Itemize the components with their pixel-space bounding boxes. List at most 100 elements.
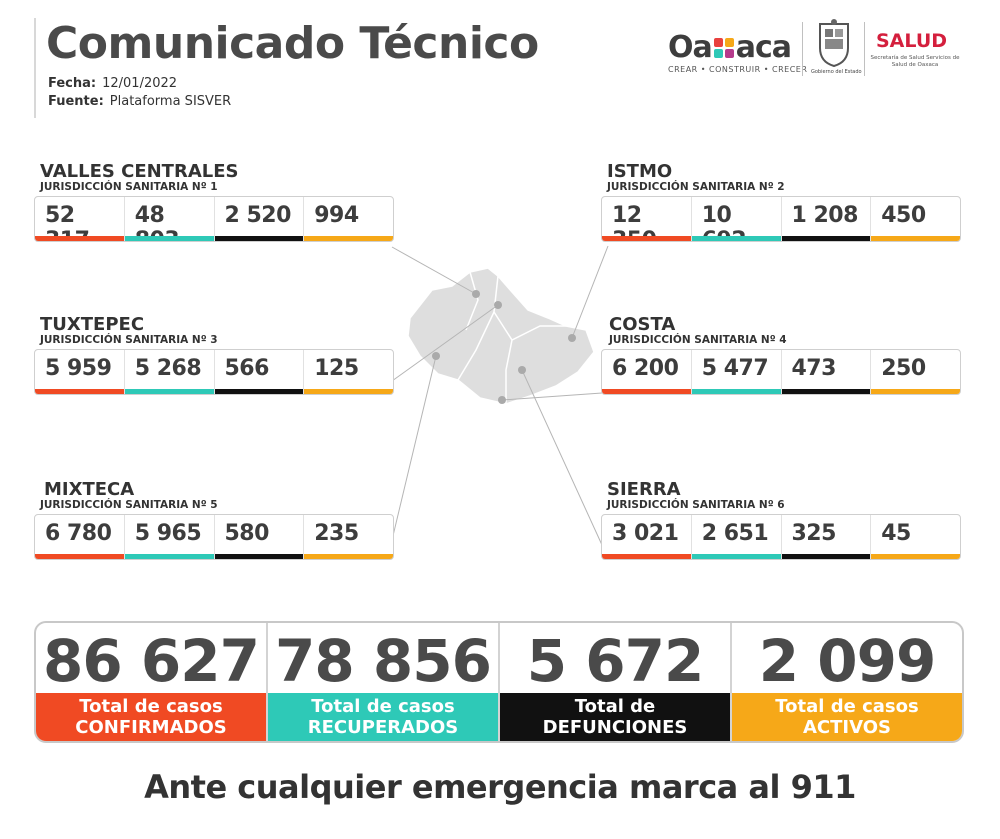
total-value: 2 099 xyxy=(758,627,937,695)
stat-value: 2 520 xyxy=(224,203,292,228)
logos-block: Oa aca CREAR • CONSTRUIR • CRECER Gobier… xyxy=(664,18,964,80)
stat-value: 6 200 xyxy=(612,356,679,381)
stat-activos: 235 xyxy=(304,515,393,559)
stat-activos: 45 xyxy=(871,515,960,559)
confirmados-bar xyxy=(602,389,691,394)
recuperados-bar xyxy=(124,389,214,394)
defunciones-bar xyxy=(214,389,304,394)
oaxaca-logo-right: aca xyxy=(735,30,792,65)
region-valles-centrales: VALLES CENTRALES JURISDICCIÓN SANITARIA … xyxy=(34,163,394,242)
region-jurisdiccion: JURISDICCIÓN SANITARIA Nº 6 xyxy=(607,499,785,511)
gobierno-caption: Gobierno del Estado xyxy=(811,69,862,75)
oaxaca-x-icon xyxy=(713,38,734,58)
confirmados-bar xyxy=(602,554,691,559)
activos-bar xyxy=(871,236,960,241)
stat-value: 994 xyxy=(314,203,359,228)
stat-value: 1 208 xyxy=(791,203,859,228)
stat-recuperados: 48 803 xyxy=(124,197,215,241)
totals-panel: 86 627 Total de casos CONFIRMADOS 78 856… xyxy=(34,621,964,743)
activos-bar xyxy=(871,389,960,394)
connector-lines xyxy=(391,245,609,546)
total-value: 86 627 xyxy=(43,627,260,695)
stat-defunciones: 566 xyxy=(214,350,305,394)
recuperados-bar xyxy=(124,554,214,559)
total-label: Total de casos RECUPERADOS xyxy=(268,693,498,741)
stat-value: 6 780 xyxy=(45,521,112,546)
stat-value: 580 xyxy=(224,521,270,546)
recuperados-bar xyxy=(691,236,781,241)
map-dots xyxy=(432,290,576,404)
stat-recuperados: 5 965 xyxy=(124,515,215,559)
region-sierra: SIERRA JURISDICCIÓN SANITARIA Nº 6 3 021… xyxy=(601,481,961,560)
total-label-line2: ACTIVOS xyxy=(803,717,891,738)
oaxaca-logo: Oa aca xyxy=(668,30,792,65)
defunciones-bar xyxy=(781,236,871,241)
total-label: Total de DEFUNCIONES xyxy=(500,693,730,741)
region-jurisdiccion: JURISDICCIÓN SANITARIA Nº 3 xyxy=(40,334,218,346)
total-label: Total de casos ACTIVOS xyxy=(732,693,962,741)
stat-activos: 994 xyxy=(304,197,393,241)
defunciones-bar xyxy=(781,554,871,559)
region-costa: COSTA JURISDICCIÓN SANITARIA Nº 4 6 200 … xyxy=(601,316,961,395)
stat-activos: 450 xyxy=(871,197,960,241)
recuperados-bar xyxy=(124,236,214,241)
region-tuxtepec: TUXTEPEC JURISDICCIÓN SANITARIA Nº 3 5 9… xyxy=(34,316,394,395)
stat-value: 250 xyxy=(881,356,926,381)
page-title: Comunicado Técnico xyxy=(46,18,539,69)
total-label-line1: Total de casos xyxy=(79,696,223,717)
confirmados-bar xyxy=(35,389,124,394)
total-recuperados: 78 856 Total de casos RECUPERADOS xyxy=(268,623,500,741)
region-name: SIERRA xyxy=(607,479,681,500)
fecha-label: Fecha: xyxy=(48,76,97,91)
stat-defunciones: 473 xyxy=(781,350,872,394)
total-label: Total de casos CONFIRMADOS xyxy=(36,693,266,741)
confirmados-bar xyxy=(602,236,691,241)
defunciones-bar xyxy=(214,554,304,559)
region-stats-row: 3 021 2 651 325 45 xyxy=(601,514,961,560)
stat-recuperados: 5 477 xyxy=(691,350,782,394)
defunciones-bar xyxy=(214,236,304,241)
region-jurisdiccion: JURISDICCIÓN SANITARIA Nº 1 xyxy=(40,181,218,193)
region-name: TUXTEPEC xyxy=(40,314,145,335)
logo-divider xyxy=(802,22,803,76)
salud-logo: SALUD xyxy=(876,30,948,52)
region-jurisdiccion: JURISDICCIÓN SANITARIA Nº 5 xyxy=(40,499,218,511)
stat-value: 5 959 xyxy=(45,356,112,381)
total-activos: 2 099 Total de casos ACTIVOS xyxy=(732,623,962,741)
total-value: 5 672 xyxy=(526,627,705,695)
total-label-line2: CONFIRMADOS xyxy=(75,717,227,738)
stat-value: 235 xyxy=(314,521,359,546)
stat-value: 5 268 xyxy=(134,356,202,381)
stat-value: 125 xyxy=(314,356,359,381)
total-label-line2: DEFUNCIONES xyxy=(542,717,688,738)
stat-value: 566 xyxy=(224,356,270,381)
stat-recuperados: 2 651 xyxy=(691,515,782,559)
region-stats-row: 52 317 48 803 2 520 994 xyxy=(34,196,394,242)
recuperados-bar xyxy=(691,554,781,559)
stat-defunciones: 1 208 xyxy=(781,197,872,241)
stat-defunciones: 580 xyxy=(214,515,305,559)
activos-bar xyxy=(304,389,393,394)
salud-subtitle: Secretaría de Salud Servicios de Salud d… xyxy=(870,55,960,68)
region-stats-row: 6 200 5 477 473 250 xyxy=(601,349,961,395)
defunciones-bar xyxy=(781,389,871,394)
region-mixteca: MIXTECA JURISDICCIÓN SANITARIA Nº 5 6 78… xyxy=(34,481,394,560)
region-jurisdiccion: JURISDICCIÓN SANITARIA Nº 4 xyxy=(609,334,787,346)
fuente-value: Plataforma SISVER xyxy=(109,94,232,109)
fuente-line: Fuente: Plataforma SISVER xyxy=(48,94,231,109)
header-accent-bar xyxy=(34,18,36,118)
region-name: MIXTECA xyxy=(44,479,135,500)
total-confirmados: 86 627 Total de casos CONFIRMADOS xyxy=(36,623,268,741)
stat-value: 325 xyxy=(791,521,837,546)
stat-activos: 250 xyxy=(871,350,960,394)
logo-divider xyxy=(864,22,865,76)
fecha-line: Fecha: 12/01/2022 xyxy=(48,76,177,91)
total-label-line2: RECUPERADOS xyxy=(307,717,459,738)
stat-recuperados: 10 692 xyxy=(691,197,782,241)
total-defunciones: 5 672 Total de DEFUNCIONES xyxy=(500,623,732,741)
emergency-footer: Ante cualquier emergencia marca al 911 xyxy=(144,768,856,806)
stat-confirmados: 12 350 xyxy=(602,197,692,241)
stat-confirmados: 5 959 xyxy=(35,350,125,394)
stat-value: 473 xyxy=(791,356,837,381)
fuente-label: Fuente: xyxy=(48,94,104,109)
